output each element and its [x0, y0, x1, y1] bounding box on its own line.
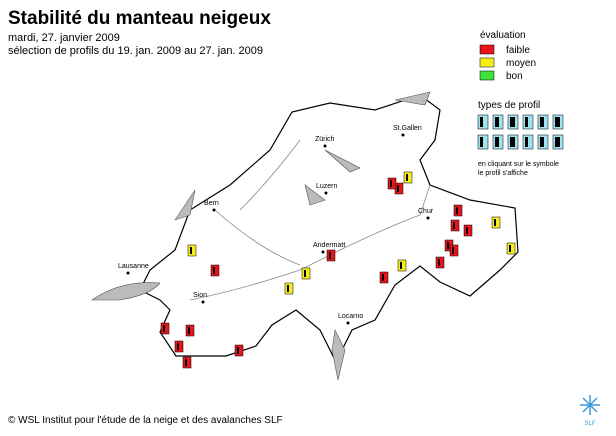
profile-marker-bar: [177, 343, 179, 350]
legend-swatch: [479, 44, 495, 55]
footer: © WSL Institut pour l'étude de la neige …: [8, 415, 283, 426]
city-dot: [126, 271, 130, 275]
city-dot: [346, 321, 350, 325]
legend-label: moyen: [506, 58, 536, 69]
city-dot: [323, 144, 327, 148]
profile-type-bar: [555, 137, 560, 147]
profile-marker-bar: [185, 359, 187, 366]
profile-marker-bar: [438, 259, 440, 266]
profile-marker-bar: [447, 242, 449, 249]
city-label: Locarno: [338, 313, 363, 320]
profile-types-title: types de profil: [478, 100, 540, 111]
profile-type-bar: [480, 117, 483, 127]
city-dot: [201, 300, 205, 304]
city-dot: [401, 133, 405, 137]
city-label: Bern: [204, 200, 219, 207]
rivers: [189, 139, 431, 301]
city-dot: [426, 216, 430, 220]
legend-label: faible: [506, 45, 530, 56]
profile-type-bar: [495, 137, 499, 147]
cities: Zürich St.Gallen Luzern Bern Chur Andermatt La…: [118, 125, 434, 325]
profile-type-bar: [525, 117, 528, 127]
profile-type-bar: [510, 137, 515, 147]
city-label: Luzern: [316, 183, 338, 190]
profile-type-bar: [540, 137, 544, 147]
profile-marker-bar: [237, 347, 239, 354]
profile-markers: [160, 171, 516, 369]
legend-swatch: [479, 70, 495, 81]
profile-type-bar: [510, 117, 515, 127]
lakes: [91, 91, 431, 381]
selection: sélection de profils du 19. jan. 2009 au…: [8, 45, 263, 57]
profile-marker-bar: [213, 267, 215, 274]
profile-type-bar: [540, 117, 544, 127]
profile-marker-bar: [400, 262, 402, 269]
logo-text: SLF: [584, 421, 595, 427]
city-dot: [212, 208, 216, 212]
city-label: St.Gallen: [393, 125, 422, 132]
city-label: Sion: [193, 292, 207, 299]
logo: [580, 395, 600, 415]
profile-marker-bar: [329, 252, 331, 259]
profile-marker-bar: [456, 207, 458, 214]
profile-marker-bar: [406, 174, 408, 181]
profile-marker-bar: [190, 247, 192, 254]
date: mardi, 27. janvier 2009: [8, 32, 120, 44]
country-border: [139, 94, 519, 364]
note: le profil s'affiche: [478, 170, 528, 177]
profile-marker-bar: [390, 180, 392, 187]
profile-marker-bar: [453, 222, 455, 229]
title: Stabilité du manteau neigeux: [8, 8, 271, 29]
city-dot: [321, 250, 325, 254]
profile-type-bar: [480, 137, 483, 147]
profile-marker-bar: [494, 219, 496, 226]
profile-marker-bar: [188, 327, 190, 334]
profile-types: [477, 114, 564, 150]
legend-title: évaluation: [480, 30, 526, 41]
profile-marker-bar: [287, 285, 289, 292]
profile-marker-bar: [452, 247, 454, 254]
legend: faible moyen bon: [479, 44, 536, 82]
legend-swatch: [479, 57, 495, 68]
profile-marker-bar: [304, 270, 306, 277]
city-dot: [324, 191, 328, 195]
profile-marker-bar: [382, 274, 384, 281]
city-label: Zürich: [315, 136, 335, 143]
legend-label: bon: [506, 71, 523, 82]
city-label: Lausanne: [118, 263, 149, 270]
profile-marker-bar: [466, 227, 468, 234]
note: en cliquant sur le symbole: [478, 161, 559, 168]
city-label: Chur: [418, 208, 434, 215]
profile-type-bar: [495, 117, 499, 127]
profile-type-bar: [525, 137, 528, 147]
profile-type-bar: [555, 117, 560, 127]
profile-marker-bar: [397, 185, 399, 192]
profile-marker-bar: [163, 325, 165, 332]
profile-marker-bar: [509, 245, 511, 252]
city-label: Andermatt: [313, 242, 345, 249]
